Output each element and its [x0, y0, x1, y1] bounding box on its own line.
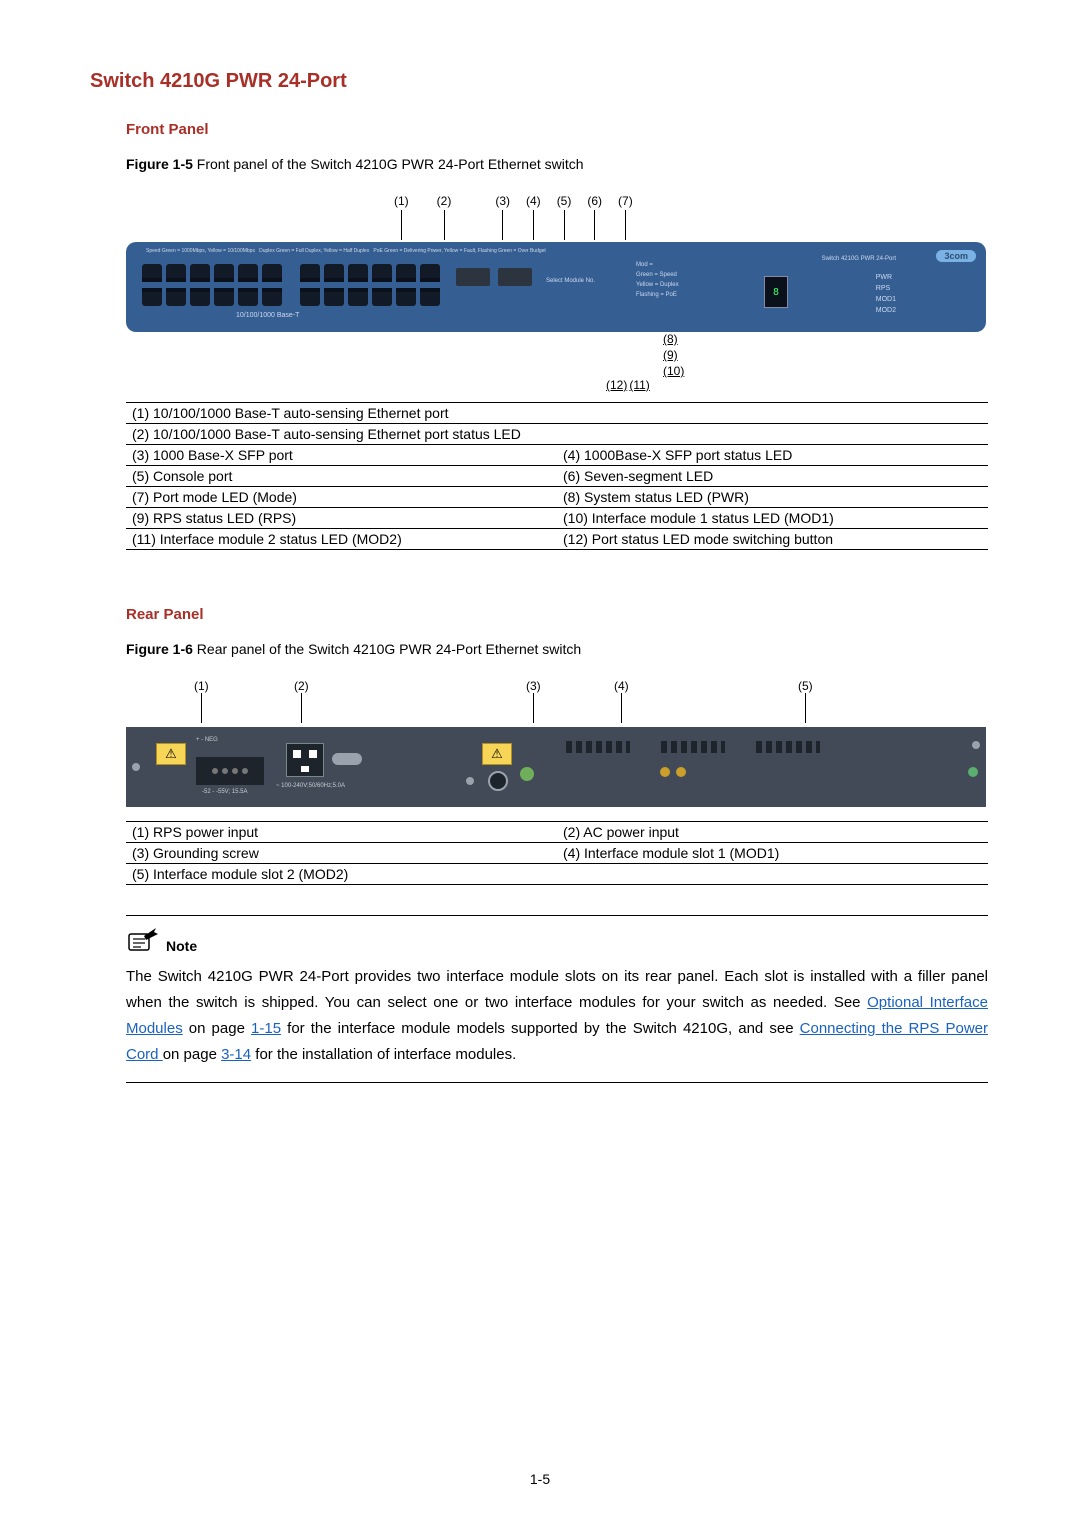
front-panel-heading: Front Panel — [126, 121, 990, 138]
front-top-leader: (6) — [587, 194, 602, 208]
front-bottom-leader: (11) — [629, 378, 649, 392]
rps-rating-label: -52 - -55V; 15.5A — [202, 789, 247, 795]
link-page-3-14[interactable]: 3-14 — [221, 1046, 251, 1063]
legend-cell: (3) 1000 Base-X SFP port — [126, 445, 557, 466]
rear-top-leader: (1) — [194, 679, 209, 693]
front-top-leader: (4) — [526, 194, 541, 208]
front-panel-legend-table: (1) 10/100/1000 Base-T auto-sensing Ethe… — [126, 402, 988, 550]
model-label: Switch 4210G PWR 24-Port — [822, 256, 896, 262]
legend-cell: (10) Interface module 1 status LED (MOD1… — [557, 508, 988, 529]
link-page-1-15[interactable]: 1-15 — [251, 1020, 281, 1037]
figure-1-6-number: Figure 1-6 — [126, 641, 193, 657]
ac-socket — [286, 743, 324, 777]
legend-cell: (5) Console port — [126, 466, 557, 487]
legend-cell: (2) AC power input — [557, 822, 988, 843]
note-rule-top — [126, 915, 988, 916]
note-rule-bottom — [126, 1082, 988, 1083]
port-legend-strip: Speed Green = 1000Mbps, Yellow = 10/100M… — [146, 248, 766, 254]
legend-cell: (7) Port mode LED (Mode) — [126, 487, 557, 508]
front-top-leader: (7) — [618, 194, 633, 208]
page-number: 1-5 — [0, 1471, 1080, 1487]
legend-cell: (3) Grounding screw — [126, 843, 557, 864]
front-top-leader: (1) — [394, 194, 409, 208]
ports-caption: 10/100/1000 Base-T — [236, 312, 299, 319]
rps-polarity-label: + - NEG — [196, 737, 218, 743]
warning-label: ⚠ — [482, 743, 512, 765]
note-icon — [126, 926, 160, 954]
front-right-leader: (8) — [663, 332, 678, 346]
rear-top-leader: (2) — [294, 679, 309, 693]
front-right-leader: (9) — [663, 348, 678, 362]
front-top-leader: (5) — [557, 194, 572, 208]
legend-cell: (11) Interface module 2 status LED (MOD2… — [126, 529, 557, 550]
rear-panel-illustration: ⚠ + - NEG -52 - -55V; 15.5A ~ 100-240V;5… — [126, 727, 986, 807]
seven-segment-led: 8 — [764, 276, 788, 308]
figure-1-5: (1) (2) (3) (4) (5) (6) (7) Speed Green … — [126, 194, 990, 392]
ac-rating-label: ~ 100-240V;50/60Hz;5.0A — [276, 783, 345, 789]
brand-logo: 3com — [936, 250, 976, 262]
rear-top-leader: (5) — [798, 679, 813, 693]
status-led-labels: PWR RPS MOD1 MOD2 — [876, 272, 896, 316]
legend-cell: (8) System status LED (PWR) — [557, 487, 988, 508]
page-title: Switch 4210G PWR 24-Port — [90, 70, 990, 93]
legend-cell: (6) Seven-segment LED — [557, 466, 988, 487]
warning-label: ⚠ — [156, 743, 186, 765]
front-top-leader: (2) — [437, 194, 452, 208]
front-right-leader: (10) — [663, 364, 684, 378]
rear-panel-heading: Rear Panel — [126, 606, 990, 623]
figure-1-5-caption: Figure 1-5 Front panel of the Switch 421… — [126, 156, 990, 172]
legend-cell: (4) Interface module slot 1 (MOD1) — [557, 843, 988, 864]
note-label: Note — [166, 938, 197, 954]
rear-top-leader: (3) — [526, 679, 541, 693]
legend-cell: (1) 10/100/1000 Base-T auto-sensing Ethe… — [126, 403, 988, 424]
legend-cell: (5) Interface module slot 2 (MOD2) — [126, 864, 988, 885]
figure-1-5-number: Figure 1-5 — [126, 156, 193, 172]
figure-1-6: (1) (2) (3) (4) (5) ⚠ + - NEG -52 - -55V; 15… — [126, 679, 990, 807]
legend-cell: (12) Port status LED mode switching butt… — [557, 529, 988, 550]
legend-cell: (1) RPS power input — [126, 822, 557, 843]
rear-panel-legend-table: (1) RPS power input(2) AC power input(3)… — [126, 821, 988, 885]
figure-1-6-text: Rear panel of the Switch 4210G PWR 24-Po… — [193, 641, 581, 657]
figure-1-6-caption: Figure 1-6 Rear panel of the Switch 4210… — [126, 641, 990, 657]
figure-1-5-text: Front panel of the Switch 4210G PWR 24-P… — [193, 156, 584, 172]
front-panel-illustration: Speed Green = 1000Mbps, Yellow = 10/100M… — [126, 242, 986, 332]
select-module-label: Select Module No. — [546, 278, 595, 284]
note-body: The Switch 4210G PWR 24-Port provides tw… — [126, 964, 988, 1068]
legend-cell: (9) RPS status LED (RPS) — [126, 508, 557, 529]
legend-cell: (4) 1000Base-X SFP port status LED — [557, 445, 988, 466]
front-bottom-leader: (12) — [606, 378, 627, 392]
legend-cell: (2) 10/100/1000 Base-T auto-sensing Ethe… — [126, 424, 988, 445]
rear-top-leader: (4) — [614, 679, 629, 693]
front-top-leader: (3) — [495, 194, 510, 208]
